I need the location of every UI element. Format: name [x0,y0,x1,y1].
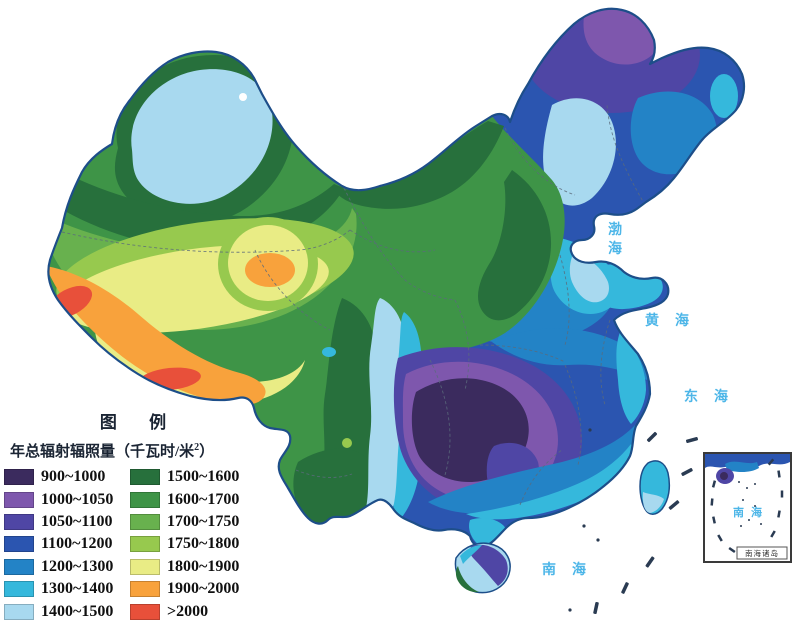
inset-map: 南海 南海诸岛 [705,454,790,560]
sea-label-bohai: 渤海 [608,223,622,257]
legend-swatch [130,536,160,553]
legend-swatch [130,469,160,486]
legend-range: >2000 [167,602,209,620]
nine-dash-line [593,431,699,615]
legend-range: 1050~1100 [41,512,113,530]
legend-range: 1400~1500 [41,602,114,620]
legend-item: 1000~1050 [4,488,130,510]
taiwan-island [639,460,671,515]
legend-range: 900~1000 [41,468,106,486]
legend-swatch [4,513,34,530]
inset-caption: 南海诸岛 [745,548,779,558]
legend-range: 1800~1900 [167,557,240,575]
region-bohai-pale [569,252,609,303]
region-junggar-1400-1500 [131,69,273,204]
region-transition-1400-1500 [362,298,407,530]
china-outline [47,7,746,548]
legend-range: 1600~1700 [167,490,240,508]
region-shanxi-1500-1600 [477,170,552,321]
sea-label-nanhai: 南海 [542,563,602,578]
qinghai-lake [322,347,336,357]
legend-item: 1050~1100 [4,511,130,533]
legend-swatch [130,513,160,530]
legend-range: 1200~1300 [41,557,114,575]
legend-item: 1400~1500 [4,600,130,622]
inset-dash-line [710,458,784,554]
legend-item: 1300~1400 [4,578,130,600]
legend-item: 1200~1300 [4,556,130,578]
legend-columns: 900~1000 1000~1050 1050~1100 1100~1200 1200~… [4,466,262,623]
legend-column-left: 900~1000 1000~1050 1050~1100 1100~1200 1200~… [4,466,130,623]
legend-swatch [130,558,160,575]
legend-item: 900~1000 [4,466,130,488]
legend-range: 1700~1750 [167,512,240,530]
region-southcoast-1200-1300 [428,422,642,514]
legend-subtitle-sup: 2 [194,442,200,453]
region-southcoast-1300-1400 [466,444,633,520]
legend-range: 1900~2000 [167,580,240,598]
inset-caption-box [736,546,788,560]
legend-item: 1750~1800 [130,533,239,555]
legend-range: 1100~1200 [41,535,113,553]
legend-range: 1500~1600 [167,468,240,486]
inset-sea-label: 南海 [733,505,769,519]
legend-swatch [4,536,34,553]
legend-subtitle-close: ） [199,444,215,460]
legend-swatch [130,603,160,620]
yunnan-dot [342,438,352,448]
region-yangtze-1200-1300 [492,328,648,380]
legend-subtitle-text: 年总辐射辐照量（千瓦时/米 [10,444,195,460]
legend-range: 1000~1050 [41,490,114,508]
region-tibet-1900-2000 [48,266,266,405]
legend-swatch [130,581,160,598]
inset-hainan-core [720,472,728,480]
sea-label-donghai: 东海 [684,390,744,405]
legend-item: 1600~1700 [130,488,239,510]
legend-item: 1800~1900 [130,556,239,578]
region-jiangsu-coast-1300-1400 [616,332,646,424]
legend-item: 1700~1750 [130,511,239,533]
region-northband-1500-1600 [332,121,504,209]
legend-swatch [4,603,34,620]
legend-item: 1500~1600 [130,466,239,488]
province-borders [61,104,646,506]
legend-range: 1750~1800 [167,535,240,553]
sea-label-huanghai: 黄海 [645,314,705,329]
inset-coast-cyan [725,461,759,472]
region-yunnan-1500-1600 [293,448,382,529]
islet-dots [568,428,600,612]
legend-item: 1100~1200 [4,533,130,555]
hainan-island [454,542,511,594]
region-nw-1900-2000 [245,253,295,287]
legend-swatch [4,581,34,598]
region-ne-1300-1400 [710,74,738,118]
inset-islet-dots [738,481,762,527]
lake-dot-white [239,93,247,101]
legend-swatch [4,558,34,575]
legend-subtitle: 年总辐射辐照量（千瓦时/米2） [10,440,262,461]
legend-item: >2000 [130,600,239,622]
legend-swatch [130,491,160,508]
map-legend: 图 例 年总辐射辐照量（千瓦时/米2） 900~1000 1000~1050 105… [4,408,262,623]
region-ne-1200-1300 [630,91,717,175]
legend-range: 1300~1400 [41,580,114,598]
legend-swatch [4,469,34,486]
south-china-sea-inset: 南海 南海诸岛 [703,452,792,563]
region-ne-1400-1500 [543,98,616,206]
legend-title: 图 例 [99,413,181,432]
legend-item: 1900~2000 [130,578,239,600]
legend-column-right: 1500~1600 1600~1700 1700~1750 1750~1800 1800… [130,466,239,623]
legend-swatch [4,491,34,508]
